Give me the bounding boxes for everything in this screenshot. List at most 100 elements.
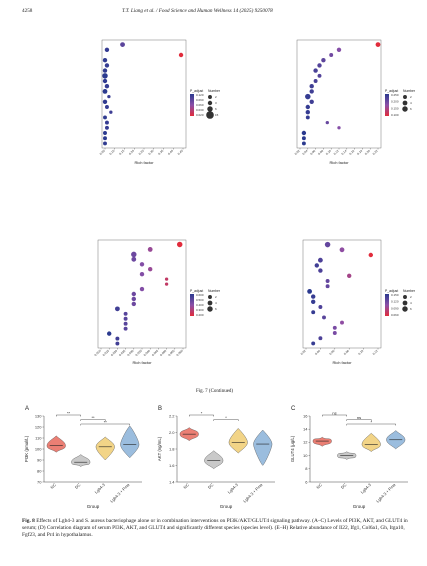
enrichment-dot [318,268,323,273]
enrichment-dot [147,247,153,252]
number-legend-dot [208,295,212,299]
padj-legend-label: 0.150 [391,293,399,297]
enrichment-dot [318,305,323,309]
x-tick-label: Lgb4-3 [227,482,240,495]
x-tick-label: 0.22 [372,149,379,156]
padj-legend-title: P_adjust [385,289,398,293]
number-legend-title: Number [208,89,221,93]
enrichment-dot [115,306,120,312]
panel-letter: C [291,406,296,412]
enrichment-dot [103,115,107,120]
y-tick-label: 90 [37,457,42,462]
enrichment-dot [102,58,108,63]
x-tick-label: 0.02 [300,349,307,356]
number-legend-dot [402,300,408,306]
number-legend-label: 2 [215,95,217,99]
enrichment-dot [309,99,314,104]
number-legend-dot [402,106,408,112]
y-tick-label: 100 [35,446,42,451]
x-tick-label: 0.06 [329,349,336,356]
dot-plot: 0.02 0.04 0.06 0.08 0.10 0.12 0.14 0.16 0.18 0.20… [294,39,416,165]
enrichment-dot [305,115,310,120]
x-tick-label: 0.08 [317,149,324,156]
padj-legend-label: 0.120 [196,93,204,97]
padj-legend-label: 0.200 [196,313,204,317]
enrichment-dot [107,331,112,336]
enrichment-dot [109,110,113,114]
violin-nc [312,436,332,447]
enrichment-dot [103,131,107,135]
enrichment-dot [305,110,310,115]
significance-label: * [370,419,372,424]
enrichment-dot [368,252,373,258]
padj-legend-label: 0.100 [391,113,399,117]
padj-legend-label: 0.060 [196,103,204,107]
plot-frame [302,239,382,349]
x-tick-label: 0.025 [118,349,126,357]
enrichment-dot [340,320,344,325]
enrichment-dot [103,141,107,146]
enrichment-dot [139,271,145,277]
enrichment-dot [321,58,326,63]
enrichment-dot [301,141,306,146]
significance-bracket [346,419,372,421]
enrichment-dot [115,341,120,346]
enrichment-dot [176,241,183,248]
x-tick-label: 0.12 [372,349,379,356]
number-legend-dot [208,95,212,99]
violin-nc [46,435,66,453]
panel-letter: A [25,406,29,412]
x-tick-label: Lgb4-3 [94,482,107,495]
x-axis-title: Group [87,504,100,509]
enrichment-dot [325,284,330,289]
running-title: T.T. Liang et al. / Food Science and Hum… [122,8,273,14]
padj-legend-title: P_adjust [190,89,203,93]
padj-legend-label: 0.200 [391,100,399,104]
x-tick-label: 0.02 [294,149,301,156]
y-tick-label: 130 [35,413,42,418]
x-tick-label: 0.10 [325,149,332,156]
padj-legend-label: 0.500 [196,298,204,302]
number-legend-dot [207,306,213,312]
panel-letter: B [158,406,162,412]
x-tick-label: DC [74,482,82,490]
x-tick-label: 0.10 [108,149,115,156]
enrichment-dot [305,93,311,100]
enrichment-dot [104,84,110,89]
plot-frame [97,239,187,349]
enrichment-dot [301,130,307,136]
enrichment-dot [318,257,323,263]
padj-legend-label: 0.020 [196,113,204,117]
enrichment-panel-g: 0.02 0.04 0.06 0.08 0.10 0.12 0.14 0.16 0.18 0.20… [225,30,416,225]
significance-label: ** [104,419,108,424]
enrichment-dot [336,47,342,52]
enrichment-dot [131,251,137,258]
enrichment-dot [337,126,341,130]
enrichment-dot [102,89,108,94]
number-legend-label: 6 [215,307,217,311]
padj-legend-label: 0.090 [391,306,399,310]
number-legend-dot [207,100,213,106]
plot-frame [101,39,187,149]
x-tick-label: 0.010 [94,349,102,357]
enrichment-dot [102,99,108,104]
number-legend-title: Number [403,89,416,93]
x-tick-label: 0.050 [159,349,167,357]
x-tick-label: 0.045 [151,349,159,357]
enrichment-dot [318,336,323,341]
enrichment-dot [107,94,111,99]
significance-label: ** [91,415,95,420]
x-tick-label: 0.055 [167,349,175,357]
x-tick-label: 0.20 [364,149,371,156]
dot-plot: 0.010 0.015 0.020 0.025 0.030 0.035 0.040 0.045… [94,239,221,365]
x-axis-title: Group [353,504,366,509]
y-tick-label: 14 [303,427,308,432]
enrichment-dot [301,136,306,141]
number-legend-dot [402,100,408,106]
x-tick-label: 0.08 [343,349,350,356]
enrichment-dot [307,289,312,294]
x-tick-label: 0.45 [177,149,184,156]
x-tick-label: 0.25 [138,149,145,156]
enrichment-dot [102,73,108,79]
enrichment-dot [317,63,322,68]
